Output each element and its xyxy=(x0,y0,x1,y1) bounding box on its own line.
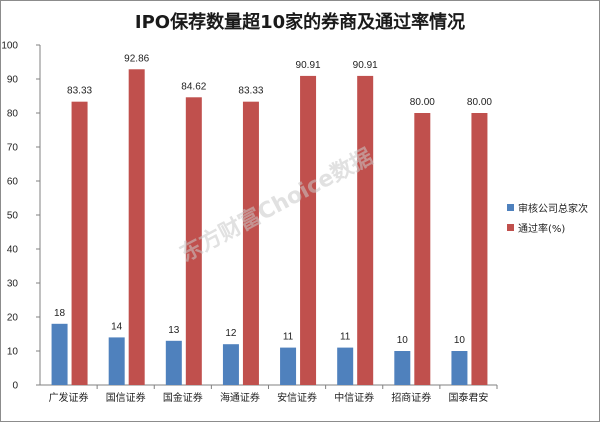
category-label: 安信证券 xyxy=(277,391,317,404)
bar-series2 xyxy=(242,101,259,385)
data-label-series2: 90.91 xyxy=(296,60,321,71)
bar-series2 xyxy=(185,97,202,386)
y-tick-label: 30 xyxy=(7,279,19,290)
category-label: 海通证券 xyxy=(220,391,260,404)
y-tick-label: 20 xyxy=(7,313,19,324)
y-tick-label: 50 xyxy=(7,211,19,222)
y-tick-label: 80 xyxy=(7,109,19,120)
bar-series1 xyxy=(108,337,125,385)
y-tick-label: 90 xyxy=(7,75,19,86)
data-label-series1: 18 xyxy=(54,308,66,319)
bar-series1 xyxy=(394,351,411,385)
data-label-series1: 14 xyxy=(111,321,123,332)
bar-series2 xyxy=(128,69,145,385)
category-label: 国泰君安 xyxy=(448,391,488,404)
category-label: 国信证券 xyxy=(106,391,146,404)
category-label: 广发证券 xyxy=(49,391,89,404)
data-label-series2: 92.86 xyxy=(124,53,149,64)
bar-series2 xyxy=(471,113,488,385)
data-label-series2: 80.00 xyxy=(467,97,492,108)
y-tick-label: 10 xyxy=(7,347,19,358)
data-label-series2: 83.33 xyxy=(67,86,92,97)
legend-swatch xyxy=(507,224,514,231)
data-label-series1: 10 xyxy=(397,335,409,346)
category-label: 招商证券 xyxy=(391,391,431,404)
bar-series1 xyxy=(451,351,468,385)
bar-series1 xyxy=(337,347,354,385)
data-label-series1: 11 xyxy=(283,332,294,343)
watermark-text: 东方财富Choice数据 xyxy=(176,144,378,268)
legend-swatch xyxy=(507,204,514,211)
data-label-series2: 84.62 xyxy=(181,81,206,92)
data-label-series1: 11 xyxy=(340,332,351,343)
data-label-series2: 80.00 xyxy=(410,97,435,108)
category-label: 中信证券 xyxy=(334,391,374,404)
bar-series1 xyxy=(51,323,68,385)
legend-label: 审核公司总家次 xyxy=(518,202,588,215)
data-label-series1: 12 xyxy=(225,328,237,339)
bar-series2 xyxy=(357,75,374,385)
bar-series1 xyxy=(222,344,239,385)
y-tick-label: 70 xyxy=(7,143,19,154)
y-tick-label: 0 xyxy=(12,381,18,392)
y-tick-label: 60 xyxy=(7,177,19,188)
bar-series1 xyxy=(280,347,297,385)
y-tick-label: 40 xyxy=(7,245,19,256)
data-label-series2: 90.91 xyxy=(353,60,378,71)
bar-series2 xyxy=(71,101,88,385)
category-label: 国金证券 xyxy=(163,391,203,404)
bar-series2 xyxy=(414,113,431,385)
bar-series1 xyxy=(165,340,182,385)
data-label-series1: 13 xyxy=(168,325,180,336)
bar-series2 xyxy=(300,75,317,385)
data-label-series2: 83.33 xyxy=(238,86,263,97)
y-tick-label: 100 xyxy=(1,41,18,52)
chart-title: IPO保荐数量超10家的券商及通过率情况 xyxy=(134,12,466,33)
data-label-series1: 10 xyxy=(454,335,466,346)
legend-label: 通过率(%) xyxy=(518,222,565,235)
